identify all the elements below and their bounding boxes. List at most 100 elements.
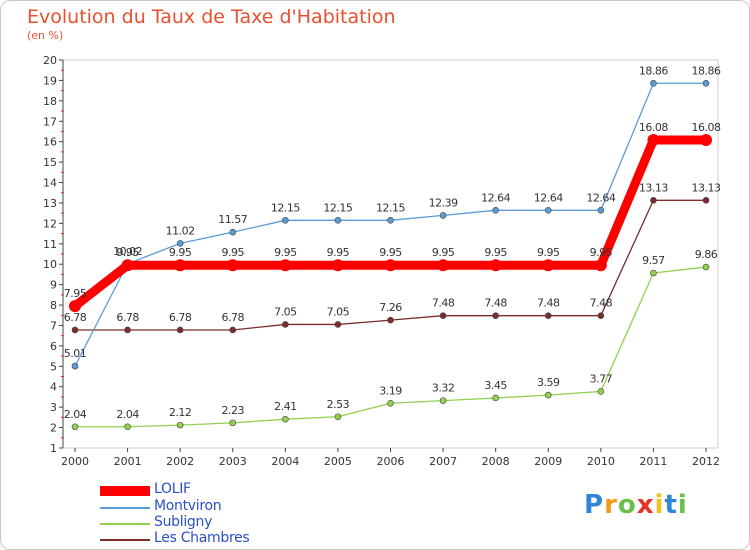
data-label-subligny: 3.77 bbox=[590, 372, 613, 385]
data-point-montviron bbox=[597, 206, 605, 214]
chart-title: Evolution du Taux de Taxe d'Habitation bbox=[27, 6, 396, 28]
data-label-subligny: 3.45 bbox=[484, 379, 507, 392]
y-tick-label-3: 3 bbox=[50, 401, 57, 414]
data-label-montviron: 12.64 bbox=[586, 191, 615, 204]
data-label-les-chambres: 7.26 bbox=[379, 301, 402, 314]
data-point-montviron bbox=[439, 212, 447, 219]
x-tick-label-2002: 2002 bbox=[166, 455, 194, 468]
data-label-subligny: 9.57 bbox=[642, 254, 665, 267]
data-point-les-chambres bbox=[229, 326, 237, 334]
y-tick-label-18: 18 bbox=[43, 95, 57, 108]
y-tick-label-4: 4 bbox=[50, 381, 57, 394]
data-label-les-chambres: 6.78 bbox=[222, 311, 245, 324]
data-label-les-chambres: 7.05 bbox=[274, 305, 297, 318]
data-point-les-chambres bbox=[492, 312, 499, 319]
y-tick-label-5: 5 bbox=[50, 360, 57, 373]
legend-swatch-subligny bbox=[100, 523, 150, 525]
data-point-lolif bbox=[700, 134, 712, 147]
y-tick-label-11: 11 bbox=[43, 238, 57, 251]
data-label-les-chambres: 13.13 bbox=[692, 181, 721, 194]
data-point-les-chambres bbox=[124, 326, 131, 334]
x-tick-label-2000: 2000 bbox=[61, 455, 89, 468]
data-label-subligny: 2.04 bbox=[116, 408, 139, 421]
data-label-subligny: 3.19 bbox=[379, 384, 402, 397]
data-point-subligny bbox=[282, 415, 289, 423]
data-point-les-chambres bbox=[544, 312, 552, 319]
data-label-lolif: 9.95 bbox=[590, 246, 613, 259]
legend-label-subligny: Subligny bbox=[154, 514, 213, 530]
data-label-subligny: 2.41 bbox=[274, 400, 297, 413]
data-point-lolif bbox=[226, 259, 239, 272]
data-label-les-chambres: 7.05 bbox=[327, 305, 350, 318]
data-label-lolif: 9.95 bbox=[274, 246, 297, 259]
data-point-subligny bbox=[71, 423, 79, 431]
data-label-lolif: 9.95 bbox=[327, 246, 350, 259]
data-label-les-chambres: 7.48 bbox=[537, 297, 560, 310]
data-label-les-chambres: 7.48 bbox=[590, 297, 613, 310]
data-point-les-chambres bbox=[439, 312, 447, 319]
legend-label-lolif: LOLIF bbox=[154, 481, 191, 497]
data-label-les-chambres: 6.78 bbox=[169, 311, 192, 324]
data-point-lolif bbox=[331, 259, 344, 272]
data-label-montviron: 12.15 bbox=[271, 201, 300, 214]
legend-item-les-chambres: Les Chambres bbox=[100, 530, 360, 548]
legend-item-lolif: LOLIF bbox=[100, 481, 360, 499]
data-label-subligny: 2.12 bbox=[169, 406, 192, 419]
data-label-lolif: 16.08 bbox=[639, 121, 668, 134]
y-tick-label-6: 6 bbox=[50, 340, 57, 353]
chart-subtitle: (en %) bbox=[27, 29, 64, 42]
data-point-subligny bbox=[544, 391, 552, 399]
data-point-subligny bbox=[492, 394, 499, 402]
data-point-les-chambres bbox=[282, 321, 289, 328]
data-point-subligny bbox=[334, 413, 342, 421]
legend-swatch-montviron bbox=[100, 507, 150, 509]
data-label-subligny: 3.59 bbox=[537, 376, 560, 389]
x-tick-label-2008: 2008 bbox=[482, 455, 510, 468]
data-point-les-chambres bbox=[597, 312, 605, 319]
data-label-les-chambres: 6.78 bbox=[64, 311, 87, 324]
x-tick-label-2003: 2003 bbox=[219, 455, 247, 468]
data-label-montviron: 10.02 bbox=[113, 245, 142, 258]
data-point-montviron bbox=[492, 206, 499, 214]
data-point-montviron bbox=[71, 362, 79, 370]
data-point-subligny bbox=[439, 397, 447, 404]
y-tick-label-12: 12 bbox=[43, 217, 57, 230]
data-point-montviron bbox=[702, 79, 710, 87]
data-point-subligny bbox=[650, 269, 657, 277]
data-label-lolif: 9.95 bbox=[222, 246, 245, 259]
data-label-les-chambres: 7.48 bbox=[484, 297, 507, 310]
data-label-les-chambres: 7.48 bbox=[432, 297, 455, 310]
data-label-montviron: 11.02 bbox=[166, 224, 195, 237]
data-point-montviron bbox=[282, 217, 289, 224]
x-tick-label-2009: 2009 bbox=[534, 455, 562, 468]
y-tick-label-2: 2 bbox=[50, 422, 57, 435]
data-point-subligny bbox=[597, 388, 605, 395]
data-label-lolif: 9.95 bbox=[484, 246, 507, 259]
legend-item-montviron: Montviron bbox=[100, 498, 360, 516]
data-point-montviron bbox=[334, 217, 342, 224]
data-label-subligny: 3.32 bbox=[432, 382, 455, 395]
data-label-montviron: 5.01 bbox=[64, 347, 87, 360]
data-label-montviron: 12.64 bbox=[534, 191, 563, 204]
data-point-les-chambres bbox=[702, 196, 710, 204]
data-point-lolif bbox=[279, 259, 292, 272]
y-tick-label-7: 7 bbox=[50, 319, 57, 332]
x-tick-label-2006: 2006 bbox=[377, 455, 405, 468]
data-point-montviron bbox=[229, 228, 237, 236]
x-tick-label-2001: 2001 bbox=[114, 455, 142, 468]
data-point-montviron bbox=[650, 79, 657, 87]
data-label-subligny: 2.23 bbox=[222, 404, 245, 417]
data-label-lolif: 9.95 bbox=[379, 246, 402, 259]
legend-label-montviron: Montviron bbox=[154, 498, 222, 514]
data-label-les-chambres: 6.78 bbox=[116, 311, 139, 324]
y-tick-label-10: 10 bbox=[43, 258, 57, 271]
legend-label-les-chambres: Les Chambres bbox=[154, 530, 250, 546]
proxiti-logo: Proxiti bbox=[584, 490, 688, 520]
x-tick-label-2011: 2011 bbox=[639, 455, 667, 468]
data-label-montviron: 12.64 bbox=[481, 191, 510, 204]
legend-swatch-lolif bbox=[100, 486, 150, 496]
data-point-lolif bbox=[121, 259, 134, 272]
x-tick-label-2005: 2005 bbox=[324, 455, 352, 468]
